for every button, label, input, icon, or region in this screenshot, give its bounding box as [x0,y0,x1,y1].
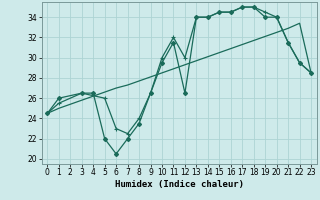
X-axis label: Humidex (Indice chaleur): Humidex (Indice chaleur) [115,180,244,189]
